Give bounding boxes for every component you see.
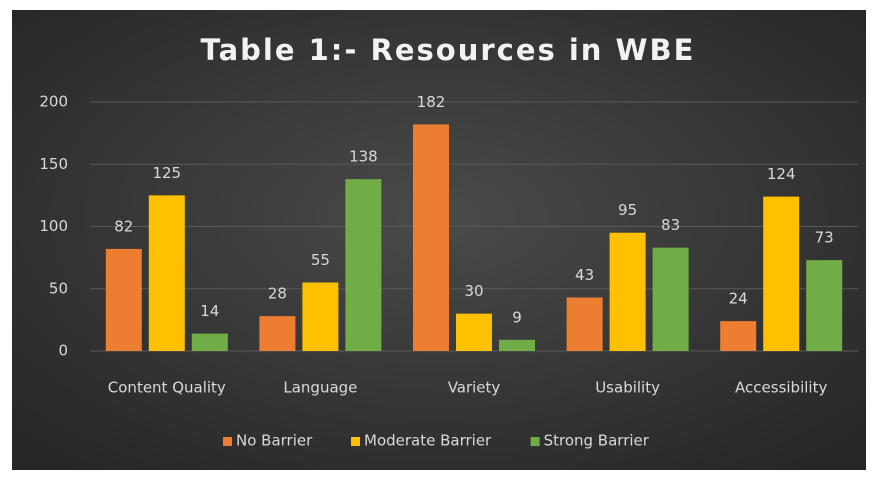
y-tick-label: 150 (39, 155, 68, 173)
data-label: 30 (464, 282, 483, 300)
bar (499, 339, 535, 351)
bar (763, 196, 800, 351)
bar (345, 179, 382, 351)
legend-label: Moderate Barrier (364, 432, 492, 450)
chart-title: Table 1:- Resources in WBE (201, 33, 696, 67)
data-label: 83 (661, 216, 680, 234)
legend-swatch (223, 437, 232, 446)
data-label: 9 (512, 308, 522, 326)
legend-swatch (530, 437, 540, 446)
bar (566, 297, 603, 351)
data-label: 73 (815, 229, 834, 247)
x-tick-label: Content Quality (108, 379, 226, 397)
data-label: 82 (114, 217, 133, 235)
bar (413, 124, 449, 351)
legend-swatch (351, 437, 360, 446)
bar (302, 282, 339, 351)
bar (456, 313, 492, 351)
y-tick-label: 50 (49, 279, 68, 297)
y-tick-label: 100 (39, 217, 68, 235)
data-label: 138 (349, 148, 378, 166)
bar (720, 321, 757, 351)
y-tick-label: 0 (58, 342, 68, 360)
data-label: 95 (618, 201, 637, 219)
x-tick-label: Variety (448, 379, 501, 397)
legend-label: Strong Barrier (544, 432, 650, 450)
x-tick-label: Language (283, 379, 357, 397)
bar (105, 248, 142, 351)
data-label: 55 (311, 251, 330, 269)
legend-label: No Barrier (236, 432, 313, 450)
data-label: 43 (575, 266, 594, 284)
bar (652, 247, 689, 351)
bar (609, 232, 646, 351)
x-tick-label: Usability (595, 379, 660, 397)
data-label: 28 (268, 285, 287, 303)
bar (806, 260, 843, 351)
data-label: 14 (200, 302, 219, 320)
bar (191, 333, 228, 351)
bar (259, 316, 296, 351)
data-label: 182 (417, 93, 446, 111)
data-label: 125 (152, 164, 181, 182)
bar (148, 195, 185, 351)
data-label: 24 (729, 290, 748, 308)
data-label: 124 (767, 165, 796, 183)
y-tick-label: 200 (39, 93, 68, 111)
x-tick-label: Accessibility (735, 379, 827, 397)
